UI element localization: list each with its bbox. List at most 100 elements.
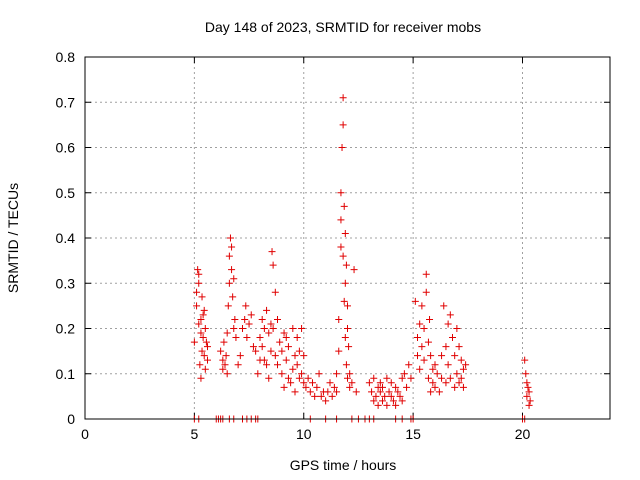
data-point <box>379 383 386 391</box>
data-point <box>403 383 411 391</box>
data-point <box>278 347 286 355</box>
data-point <box>195 270 203 278</box>
y-tick-label: 0.5 <box>56 185 76 201</box>
data-point <box>243 334 251 342</box>
data-point <box>263 306 271 314</box>
plot-frame <box>84 56 611 420</box>
y-tick-label: 0 <box>67 411 75 427</box>
data-point <box>247 311 255 319</box>
data-point <box>195 279 203 287</box>
data-point <box>258 315 266 323</box>
data-point <box>194 266 202 274</box>
data-point <box>313 383 321 391</box>
data-point <box>249 343 257 351</box>
data-point <box>346 370 354 378</box>
data-point <box>352 388 360 396</box>
data-point <box>379 397 386 405</box>
data-point <box>230 325 238 332</box>
data-point <box>522 370 530 378</box>
data-point <box>204 343 211 351</box>
data-point <box>222 352 230 360</box>
data-point <box>370 397 378 405</box>
data-point <box>282 356 290 364</box>
data-point <box>372 392 380 400</box>
data-point <box>451 383 459 391</box>
data-point <box>431 383 439 391</box>
data-point <box>271 288 279 296</box>
data-point <box>317 392 325 400</box>
data-point <box>368 388 376 396</box>
data-point <box>411 297 419 305</box>
data-point <box>223 329 231 337</box>
data-point <box>309 379 316 387</box>
data-point <box>335 347 343 355</box>
data-point <box>304 374 312 382</box>
data-point <box>453 370 461 378</box>
data-point <box>376 379 384 387</box>
data-point <box>350 266 358 274</box>
y-tick-label: 0.4 <box>56 230 76 246</box>
data-point <box>274 315 281 323</box>
data-point <box>252 347 260 355</box>
data-point <box>337 243 345 251</box>
data-point <box>418 302 426 310</box>
data-point <box>269 325 277 332</box>
data-point <box>326 379 334 387</box>
data-point <box>340 202 348 210</box>
data-point <box>462 361 470 369</box>
data-point <box>381 392 389 400</box>
data-point <box>392 383 400 391</box>
data-point <box>524 383 532 391</box>
data-point <box>236 352 244 360</box>
data-point <box>267 347 275 355</box>
data-point <box>241 315 249 323</box>
data-point <box>193 288 201 296</box>
data-point <box>344 374 351 382</box>
data-point <box>426 315 434 323</box>
data-point <box>282 334 290 342</box>
data-point <box>427 388 435 396</box>
data-points <box>190 94 534 423</box>
y-tick-label: 0.7 <box>56 94 76 110</box>
data-point <box>195 320 203 328</box>
data-point <box>398 397 406 405</box>
data-point <box>446 311 454 319</box>
data-point <box>422 288 430 296</box>
data-point <box>293 361 301 369</box>
data-point <box>449 334 456 342</box>
data-point <box>291 388 299 396</box>
data-point <box>199 311 207 319</box>
data-point <box>416 365 424 373</box>
data-point <box>200 306 208 314</box>
y-tick-label: 0.2 <box>56 321 76 337</box>
data-point <box>451 352 459 360</box>
data-point <box>300 379 308 387</box>
data-point <box>422 270 430 278</box>
data-point <box>374 401 382 409</box>
data-point <box>197 329 205 337</box>
data-point <box>438 352 446 360</box>
data-point <box>258 343 266 351</box>
data-point <box>196 361 204 369</box>
data-point <box>280 329 288 337</box>
data-point <box>293 334 301 342</box>
data-point <box>333 370 341 378</box>
data-point <box>435 388 443 396</box>
data-point <box>344 325 351 332</box>
data-point <box>217 347 225 355</box>
data-point <box>224 302 232 310</box>
data-point <box>226 234 234 242</box>
data-point <box>242 302 250 310</box>
data-point <box>385 388 393 396</box>
data-point <box>337 189 345 197</box>
data-point <box>265 329 273 337</box>
data-point <box>433 370 441 378</box>
data-point <box>418 343 426 351</box>
data-point <box>338 144 346 151</box>
data-point <box>204 356 211 364</box>
data-point <box>453 325 461 332</box>
data-point <box>457 374 465 382</box>
data-point <box>298 370 306 378</box>
data-point <box>414 334 421 342</box>
